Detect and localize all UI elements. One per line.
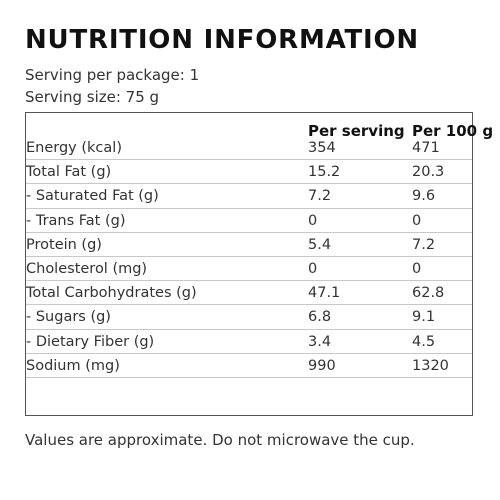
footnote: Values are approximate. Do not microwave… (25, 431, 415, 449)
table-row: - Sugars (g) 6.8 9.1 (26, 305, 472, 330)
value-per-100g: 9.6 (412, 188, 436, 205)
nutrient-name: Protein (g) (26, 236, 102, 253)
table-row: - Dietary Fiber (g) 3.4 4.5 (26, 330, 472, 354)
value-per-100g: 9.1 (412, 309, 436, 326)
servings-per-package: Serving per package: 1 (25, 66, 200, 84)
nutrient-name: - Dietary Fiber (g) (26, 333, 155, 350)
value-per-serving: 0 (308, 212, 318, 229)
table-row: Sodium (mg) 990 1320 (26, 354, 472, 378)
table-row: - Saturated Fat (g) 7.2 9.6 (26, 184, 472, 209)
nutrient-name: Cholesterol (mg) (26, 260, 148, 277)
page-title: NUTRITION INFORMATION (25, 25, 419, 55)
nutrient-name: - Trans Fat (g) (26, 212, 126, 229)
table-row: Total Fat (g) 15.2 20.3 (26, 160, 472, 185)
value-per-100g: 471 (412, 140, 440, 156)
value-per-serving: 0 (308, 260, 318, 277)
value-per-100g: 20.3 (412, 164, 445, 181)
value-per-100g: 0 (412, 212, 422, 229)
serving-size: Serving size: 75 g (25, 88, 160, 106)
nutrient-name: Total Carbohydrates (g) (26, 285, 197, 302)
table-row: Protein (g) 5.4 7.2 (26, 233, 472, 257)
value-per-serving: 7.2 (308, 188, 332, 205)
value-per-100g: 62.8 (412, 285, 445, 302)
nutrient-name: - Saturated Fat (g) (26, 188, 159, 205)
value-per-100g: 1320 (412, 357, 449, 374)
value-per-serving: 990 (308, 357, 336, 374)
nutrient-name: Energy (kcal) (26, 140, 122, 156)
column-header-per-serving: Per serving (308, 122, 405, 140)
value-per-serving: 5.4 (308, 236, 332, 253)
table-row: Energy (kcal) 354 471 (26, 136, 472, 161)
nutrition-table: Per serving Per 100 g Energy (kcal) 354 … (25, 112, 493, 416)
table-row: Total Carbohydrates (g) 47.1 62.8 (26, 281, 472, 306)
value-per-serving: 3.4 (308, 333, 332, 350)
value-per-serving: 47.1 (308, 285, 341, 302)
nutrient-rows: Energy (kcal) 354 471 Total Fat (g) 15.2… (26, 136, 472, 378)
nutrient-name: - Sugars (g) (26, 309, 111, 326)
value-per-100g: 0 (412, 260, 422, 277)
nutrient-name: Total Fat (g) (26, 164, 112, 181)
nutrient-name: Sodium (mg) (26, 357, 120, 374)
table-row: Cholesterol (mg) 0 0 (26, 257, 472, 282)
column-header-per-100g: Per 100 g (412, 122, 494, 140)
value-per-serving: 354 (308, 140, 336, 156)
value-per-serving: 6.8 (308, 309, 332, 326)
table-row: - Trans Fat (g) 0 0 (26, 209, 472, 233)
value-per-100g: 4.5 (412, 333, 436, 350)
value-per-serving: 15.2 (308, 164, 341, 181)
value-per-100g: 7.2 (412, 236, 436, 253)
